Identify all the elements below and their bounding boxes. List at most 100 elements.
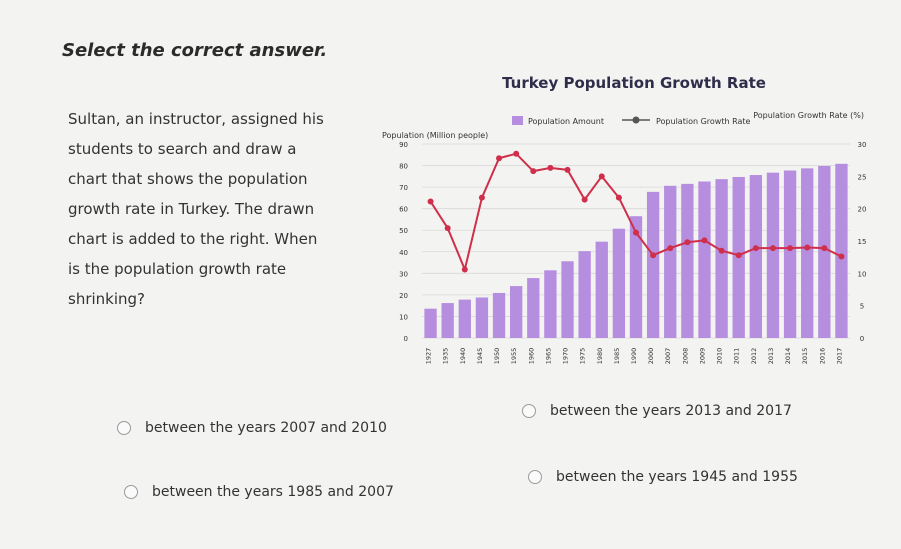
- x-tick-label: 2011: [733, 348, 741, 365]
- right-tick-label: 20: [858, 206, 867, 214]
- growth-rate-point: [513, 150, 520, 157]
- left-tick-label: 0: [404, 335, 408, 343]
- growth-rate-point: [598, 173, 605, 180]
- question-line: chart is added to the right. When: [68, 230, 318, 248]
- legend-line-marker: [632, 116, 640, 124]
- question-line: growth rate in Turkey. The drawn: [68, 200, 315, 218]
- population-chart: Turkey Population Growth Rate Population…: [382, 74, 867, 365]
- growth-rate-point: [427, 198, 434, 205]
- answer-option-2013-2017[interactable]: between the years 2013 and 2017: [522, 403, 792, 419]
- growth-rate-point: [650, 252, 657, 259]
- option-label: between the years 2013 and 2017: [550, 403, 792, 419]
- question-line: chart that shows the population: [68, 170, 308, 188]
- answer-option-1985-2007[interactable]: between the years 1985 and 2007: [124, 484, 394, 500]
- population-bar: [681, 183, 694, 338]
- radio-button[interactable]: [522, 404, 536, 418]
- question-line: Sultan, an instructor, assigned his: [68, 110, 324, 128]
- population-bar: [698, 181, 711, 338]
- right-tick-label: 25: [858, 173, 867, 181]
- answer-option-1945-1955[interactable]: between the years 1945 and 1955: [528, 469, 798, 485]
- growth-rate-point: [530, 168, 537, 175]
- chart-title: Turkey Population Growth Rate: [502, 74, 766, 92]
- x-tick-label: 1970: [562, 348, 570, 365]
- left-tick-label: 80: [399, 163, 408, 171]
- x-tick-label: 1980: [596, 348, 604, 365]
- answer-option-2007-2010[interactable]: between the years 2007 and 2010: [117, 420, 387, 436]
- growth-rate-point: [581, 196, 588, 203]
- x-tick-label: 1935: [442, 348, 450, 365]
- radio-button[interactable]: [528, 470, 542, 484]
- growth-rate-point: [547, 164, 554, 171]
- x-tick-label: 2009: [698, 348, 706, 365]
- growth-rate-point: [461, 266, 468, 273]
- population-bar: [835, 163, 848, 338]
- right-tick-label: 15: [858, 238, 867, 246]
- question-text: Sultan, an instructor, assigned his stud…: [68, 104, 324, 314]
- radio-button[interactable]: [124, 485, 138, 499]
- growth-rate-point: [787, 245, 794, 252]
- left-tick-label: 30: [399, 270, 408, 278]
- option-label: between the years 1985 and 2007: [152, 484, 394, 500]
- option-label: between the years 1945 and 1955: [556, 469, 798, 485]
- x-tick-label: 1975: [579, 348, 587, 365]
- growth-rate-point: [735, 252, 742, 259]
- growth-rate-series: [427, 150, 845, 273]
- x-axis-ticks: 1927 1935 1940 1945 1950 1955 1960 1965 1970 1975…: [425, 348, 844, 365]
- left-tick-label: 50: [399, 227, 408, 235]
- x-tick-label: 1927: [425, 348, 433, 365]
- population-bar: [578, 251, 591, 338]
- growth-rate-point: [718, 247, 725, 254]
- population-bar: [664, 185, 677, 338]
- x-tick-label: 1955: [510, 348, 518, 365]
- question-line: is the population growth rate: [68, 260, 287, 278]
- radio-button[interactable]: [117, 421, 131, 435]
- growth-rate-point: [821, 245, 828, 252]
- population-bar: [818, 165, 831, 338]
- x-tick-label: 1945: [476, 348, 484, 365]
- population-bar: [441, 303, 454, 338]
- right-tick-label: 30: [858, 141, 867, 149]
- population-bar: [595, 241, 608, 338]
- growth-rate-point: [496, 155, 503, 162]
- population-bar: [629, 216, 643, 338]
- population-bar: [801, 168, 814, 338]
- x-tick-label: 1950: [493, 348, 501, 365]
- growth-rate-point: [667, 245, 674, 252]
- growth-rate-point: [804, 244, 811, 251]
- growth-rate-point: [838, 253, 845, 260]
- left-tick-label: 90: [399, 141, 408, 149]
- population-bar: [766, 172, 780, 338]
- x-tick-label: 2017: [835, 348, 843, 365]
- option-label: between the years 2007 and 2010: [145, 420, 387, 436]
- question-line: shrinking?: [68, 290, 146, 308]
- population-bar: [492, 292, 506, 338]
- growth-rate-point: [684, 239, 691, 246]
- population-bar: [715, 179, 728, 338]
- left-axis-ticks: 0 10 20 30 40 50 60 70 80 90: [399, 141, 408, 343]
- population-bar: [458, 299, 471, 338]
- bar-series: [424, 163, 848, 338]
- right-tick-label: 5: [860, 303, 864, 311]
- x-tick-label: 1960: [527, 348, 535, 365]
- right-tick-label: 10: [858, 270, 867, 278]
- x-tick-label: 2012: [750, 348, 758, 365]
- population-bar: [544, 270, 557, 338]
- population-bar: [475, 297, 489, 338]
- x-tick-label: 2015: [801, 348, 809, 365]
- x-tick-label: 2000: [647, 348, 655, 365]
- right-axis-label: Population Growth Rate (%): [753, 111, 864, 120]
- growth-rate-point: [701, 237, 708, 244]
- x-tick-label: 2008: [681, 348, 689, 365]
- legend-bar-swatch: [512, 116, 523, 125]
- growth-rate-point: [444, 225, 451, 232]
- population-bar: [561, 261, 574, 338]
- left-tick-label: 70: [399, 184, 408, 192]
- question-line: students to search and draw a: [68, 140, 297, 158]
- population-bar: [424, 308, 437, 338]
- left-tick-label: 60: [399, 206, 408, 214]
- x-tick-label: 1985: [613, 348, 621, 365]
- growth-rate-point: [564, 166, 571, 173]
- left-axis-label: Population (Million people): [382, 131, 488, 140]
- x-tick-label: 2013: [767, 348, 775, 365]
- right-tick-label: 0: [860, 335, 864, 343]
